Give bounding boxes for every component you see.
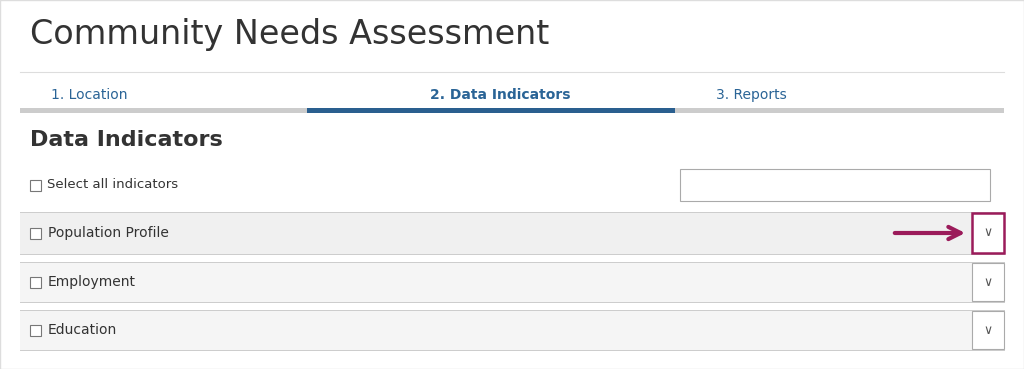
FancyBboxPatch shape — [307, 108, 675, 113]
FancyBboxPatch shape — [30, 179, 41, 190]
FancyBboxPatch shape — [20, 310, 1004, 350]
FancyBboxPatch shape — [20, 212, 1004, 254]
Text: Data Indicators: Data Indicators — [30, 130, 223, 150]
Text: Education: Education — [48, 323, 118, 337]
Text: Community Needs Assessment: Community Needs Assessment — [30, 18, 549, 51]
Text: Employment: Employment — [48, 275, 136, 289]
FancyBboxPatch shape — [20, 108, 1004, 113]
Text: Population Profile: Population Profile — [48, 226, 169, 240]
FancyBboxPatch shape — [20, 262, 1004, 302]
Text: ∨: ∨ — [983, 324, 992, 337]
FancyBboxPatch shape — [30, 228, 41, 238]
Text: Select all indicators: Select all indicators — [47, 179, 178, 192]
FancyBboxPatch shape — [680, 169, 990, 201]
Text: 3. Reports: 3. Reports — [716, 88, 786, 102]
Text: 2. Data Indicators: 2. Data Indicators — [430, 88, 570, 102]
FancyBboxPatch shape — [972, 311, 1004, 349]
FancyBboxPatch shape — [30, 324, 41, 335]
Text: ∨: ∨ — [983, 276, 992, 289]
FancyBboxPatch shape — [972, 263, 1004, 301]
Text: ∨: ∨ — [983, 227, 992, 239]
Text: Filter indicators...: Filter indicators... — [690, 179, 799, 192]
Text: 1. Location: 1. Location — [51, 88, 128, 102]
FancyBboxPatch shape — [972, 213, 1004, 253]
FancyBboxPatch shape — [30, 276, 41, 287]
